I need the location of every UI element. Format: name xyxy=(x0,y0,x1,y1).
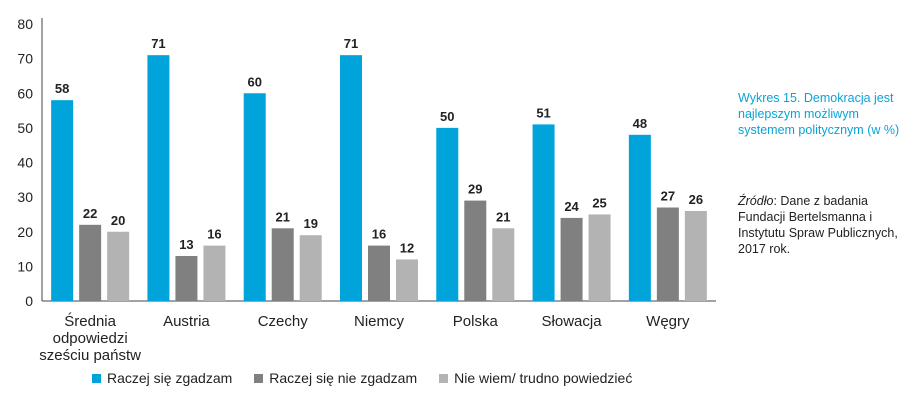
data-label: 19 xyxy=(303,216,317,231)
legend-swatch xyxy=(92,373,101,383)
x-tick-label: Słowacja xyxy=(542,313,603,330)
data-label: 12 xyxy=(400,240,414,255)
data-label: 25 xyxy=(592,195,606,210)
bar xyxy=(492,228,515,301)
bar xyxy=(560,217,583,301)
data-label: 27 xyxy=(661,189,675,204)
bar xyxy=(243,93,266,301)
legend-item: Nie wiem/ trudno powiedzieć xyxy=(439,370,632,386)
y-tick-label: 80 xyxy=(17,16,33,32)
x-tick-label: Średnia xyxy=(64,312,116,330)
bar xyxy=(588,214,611,301)
bar xyxy=(299,235,322,301)
legend-label: Raczej się zgadzam xyxy=(107,370,233,386)
data-label: 71 xyxy=(151,36,165,51)
data-label: 50 xyxy=(440,109,454,124)
data-label: 48 xyxy=(633,116,647,131)
bar xyxy=(436,127,459,301)
bar xyxy=(203,245,226,301)
chart-source: Źródło: Dane z badania Fundacji Bertelsm… xyxy=(738,193,916,257)
chart-legend: Raczej się zgadzam Raczej się nie zgadzam… xyxy=(92,370,632,386)
y-tick-label: 20 xyxy=(17,224,33,240)
x-tick-label: Austria xyxy=(163,313,210,330)
bar xyxy=(340,55,362,301)
y-tick-label: 50 xyxy=(17,120,33,136)
data-label: 22 xyxy=(83,206,97,221)
legend-swatch xyxy=(439,373,449,383)
x-tick-label: sześciu państw xyxy=(39,347,141,364)
legend-label: Nie wiem/ trudno powiedzieć xyxy=(454,370,633,386)
y-tick-label: 0 xyxy=(25,293,33,309)
data-label: 29 xyxy=(468,182,482,197)
bar xyxy=(684,210,707,301)
y-tick-label: 30 xyxy=(17,189,33,205)
y-tick-label: 70 xyxy=(17,51,33,67)
bar xyxy=(79,224,102,301)
bar xyxy=(532,124,555,301)
bar xyxy=(464,200,487,301)
chart-bars xyxy=(51,55,707,301)
legend-item: Raczej się nie zgadzam xyxy=(254,370,417,386)
data-label: 20 xyxy=(111,213,125,228)
bar xyxy=(368,245,390,301)
bar xyxy=(396,259,418,301)
bar xyxy=(628,134,651,301)
data-label: 21 xyxy=(496,209,510,224)
data-label: 16 xyxy=(207,227,221,242)
data-label: 26 xyxy=(689,192,703,207)
x-tick-label: Niemcy xyxy=(354,313,405,330)
data-label: 60 xyxy=(247,74,261,89)
data-label: 51 xyxy=(536,105,550,120)
y-tick-label: 40 xyxy=(17,155,33,171)
data-label: 21 xyxy=(275,209,289,224)
data-label: 24 xyxy=(564,199,579,214)
y-tick-label: 10 xyxy=(17,258,33,274)
x-tick-label: Polska xyxy=(453,313,499,330)
y-tick-label: 60 xyxy=(17,85,33,101)
data-label: 58 xyxy=(55,81,69,96)
bar xyxy=(175,255,198,301)
source-text: : Dane z badania Fundacji Bertelsmanna i… xyxy=(738,194,898,256)
x-tick-label: Węgry xyxy=(646,313,690,330)
bar xyxy=(147,55,170,301)
bar xyxy=(656,207,679,301)
data-label: 13 xyxy=(179,237,193,252)
legend-swatch xyxy=(254,373,264,383)
bar xyxy=(271,228,294,301)
bar xyxy=(107,231,130,301)
data-label: 16 xyxy=(372,227,386,242)
legend-label: Raczej się nie zgadzam xyxy=(269,370,418,386)
legend-item: Raczej się zgadzam xyxy=(92,370,232,386)
x-tick-label: odpowiedzi xyxy=(53,330,128,347)
data-label: 71 xyxy=(344,36,358,51)
source-key: Źródło xyxy=(738,194,774,208)
x-tick-label: Czechy xyxy=(258,313,309,330)
bar xyxy=(51,100,74,301)
chart-caption: Wykres 15. Demokracja jest najlepszym mo… xyxy=(738,91,900,137)
